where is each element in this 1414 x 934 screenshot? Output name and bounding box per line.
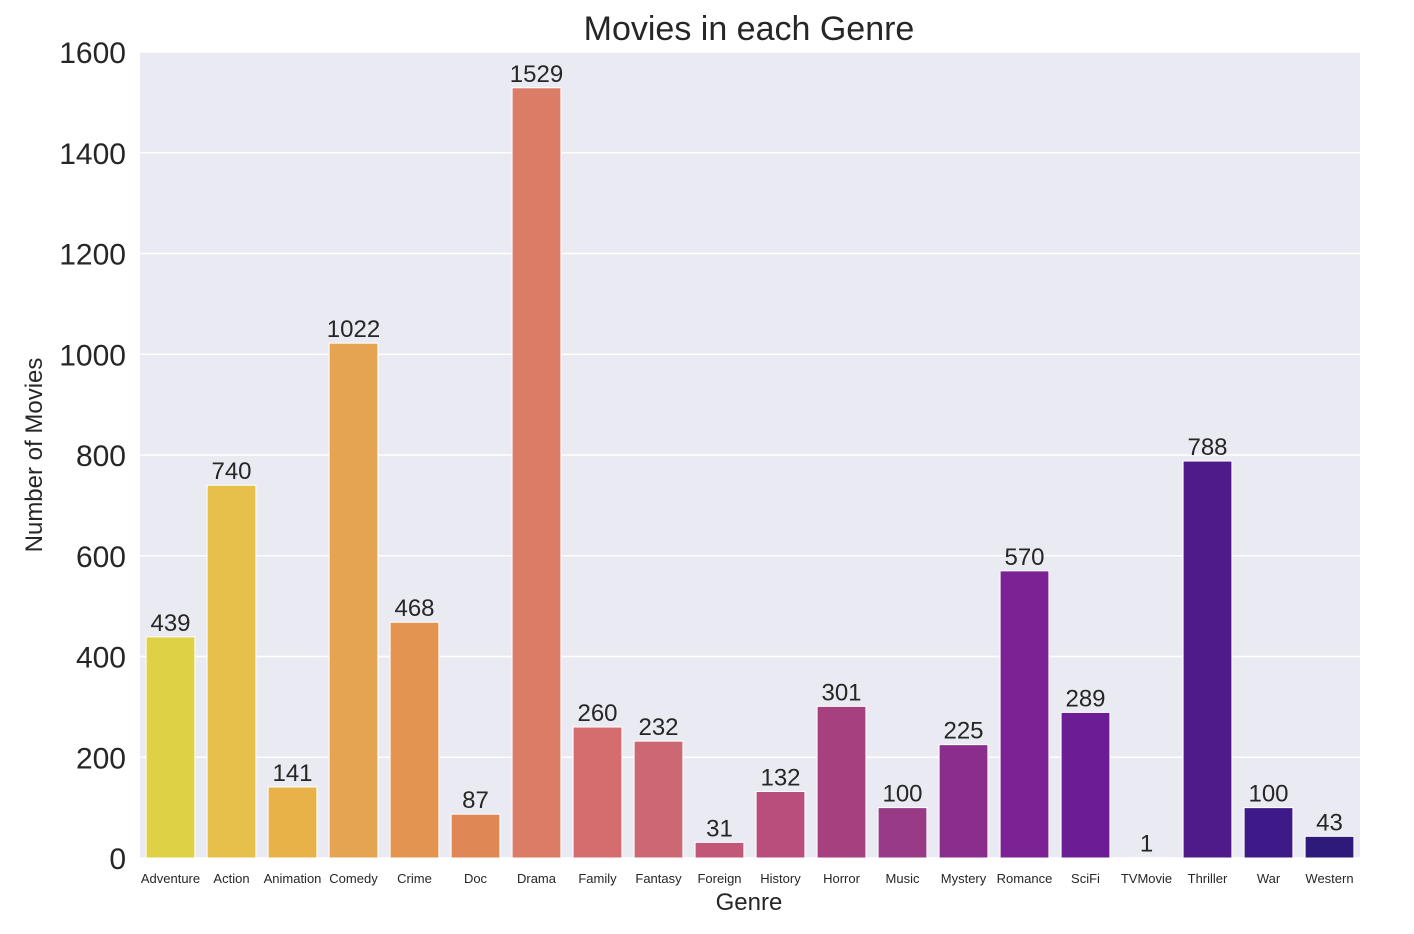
bar-value-label: 260 — [577, 700, 617, 727]
x-tick-label: Fantasy — [635, 871, 682, 886]
x-tick-label: Animation — [264, 871, 322, 886]
bar-value-label: 301 — [821, 679, 861, 706]
y-tick-label: 200 — [76, 742, 126, 775]
bar-action — [206, 484, 257, 859]
bar-value-label: 43 — [1316, 809, 1343, 836]
x-tick-label: Comedy — [329, 871, 378, 886]
bar-value-label: 100 — [1248, 781, 1288, 808]
x-tick-label: Horror — [823, 871, 861, 886]
chart-title: Movies in each Genre — [584, 10, 915, 48]
bar-value-label: 87 — [462, 787, 489, 814]
y-tick-label: 1400 — [59, 138, 126, 171]
bar-animation — [267, 786, 318, 859]
bar-value-label: 31 — [706, 815, 733, 842]
x-tick-label: Foreign — [697, 871, 741, 886]
bar-value-label: 289 — [1065, 685, 1105, 712]
y-tick-label: 400 — [76, 642, 126, 675]
bar-value-label: 225 — [943, 718, 983, 745]
y-axis-ticks: 0 200 400 600 800 1000 1200 1400 1600 — [59, 37, 126, 876]
bar-value-label: 788 — [1187, 434, 1227, 461]
bar-mystery — [938, 744, 989, 859]
y-tick-label: 1000 — [59, 339, 126, 372]
y-tick-label: 600 — [76, 541, 126, 574]
y-tick-label: 1600 — [59, 37, 126, 70]
x-tick-label: TVMovie — [1121, 871, 1172, 886]
bar-value-label: 1529 — [510, 61, 563, 88]
bar-music — [877, 807, 928, 859]
bar-horror — [816, 705, 867, 859]
bar-value-label: 439 — [150, 610, 190, 637]
bar-value-label: 1 — [1140, 830, 1153, 857]
x-tick-label: Music — [886, 871, 920, 886]
bars — [145, 87, 1355, 859]
x-tick-label: Doc — [464, 871, 488, 886]
x-tick-label: Mystery — [941, 871, 987, 886]
bar-history — [755, 791, 806, 859]
x-tick-label: Western — [1305, 871, 1353, 886]
bar-value-label: 232 — [638, 714, 678, 741]
bar-value-label: 100 — [882, 781, 922, 808]
bar-scifi — [1060, 711, 1111, 859]
x-tick-label: Romance — [997, 871, 1053, 886]
bar-family — [572, 726, 623, 859]
x-axis-ticks: Adventure Action Animation Comedy Crime Doc Dr… — [141, 871, 1354, 886]
y-axis-label: Number of Movies — [21, 358, 48, 553]
bar-value-labels: 439 740 141 1022 468 87 1529 260 232 31 132 301 100 2… — [150, 61, 1342, 858]
y-tick-label: 1200 — [59, 239, 126, 272]
bar-foreign — [694, 841, 745, 859]
x-tick-label: Action — [213, 871, 249, 886]
x-tick-label: Crime — [397, 871, 432, 886]
bar-crime — [389, 621, 440, 859]
bar-value-label: 141 — [272, 760, 312, 787]
bar-value-label: 570 — [1004, 544, 1044, 571]
x-tick-label: SciFi — [1071, 871, 1100, 886]
x-tick-label: Thriller — [1188, 871, 1228, 886]
bar-adventure — [145, 636, 196, 859]
bar-value-label: 132 — [760, 765, 800, 792]
bar-tvmovie — [1121, 856, 1172, 859]
x-tick-label: Family — [578, 871, 617, 886]
bar-comedy — [328, 342, 379, 859]
bar-fantasy — [633, 740, 684, 859]
y-tick-label: 0 — [109, 843, 126, 876]
x-tick-label: History — [760, 871, 801, 886]
x-tick-label: Adventure — [141, 871, 200, 886]
x-axis-label: Genre — [716, 889, 783, 916]
bar-western — [1304, 835, 1355, 859]
x-tick-label: Drama — [517, 871, 557, 886]
bar-drama — [511, 87, 562, 859]
bar-thriller — [1182, 460, 1233, 859]
x-tick-label: War — [1257, 871, 1281, 886]
bar-war — [1243, 807, 1294, 859]
bar-value-label: 1022 — [327, 316, 380, 343]
bar-romance — [999, 570, 1050, 859]
bar-value-label: 468 — [394, 595, 434, 622]
y-tick-label: 800 — [76, 440, 126, 473]
bar-value-label: 740 — [211, 458, 251, 485]
bar-doc — [450, 813, 501, 859]
